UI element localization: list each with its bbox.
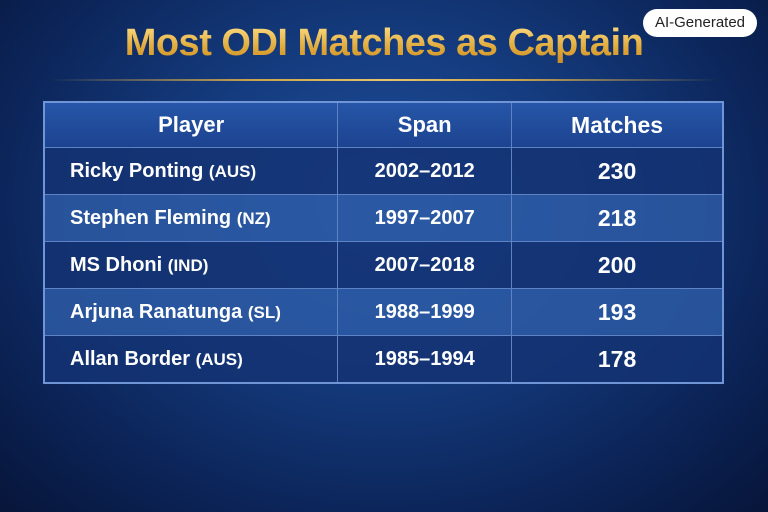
row: Ricky Ponting (AUS) 2002–2012 230 [43,147,724,195]
player-name: Allan Border [70,347,191,370]
player-team: (SL) [247,302,281,322]
player-cell: MS Dhoni (IND) [43,241,339,289]
span-cell: 1997–2007 [337,194,513,242]
player-name: MS Dhoni [70,253,163,276]
player-team: (AUS) [208,161,257,181]
title: Most ODI Matches as Captain [0,22,768,65]
row: Arjuna Ranatunga (SL) 1988–1999 193 [43,288,724,336]
span-cell: 2007–2018 [337,241,513,289]
player-cell: Arjuna Ranatunga (SL) [43,288,339,336]
player-name: Ricky Ponting [70,159,204,182]
header-cell: Player [43,101,339,148]
player-team: (NZ) [236,208,271,228]
row: MS Dhoni (IND) 2007–2018 200 [43,241,724,289]
player-cell: Stephen Fleming (NZ) [43,194,339,242]
table-head: Player Span Matches [43,101,724,148]
table: Player Span Matches Ricky Ponting (AUS) 2… [43,101,724,384]
matches-cell: 230 [511,147,724,195]
ai-badge: AI-Generated [643,9,757,37]
header-cell: Matches [511,101,724,148]
player-name: Stephen Fleming [70,206,232,229]
player-team: (IND) [167,255,209,275]
matches-cell: 193 [511,288,724,336]
matches-cell: 218 [511,194,724,242]
player-cell: Ricky Ponting (AUS) [43,147,339,195]
title-rule [50,79,718,81]
matches-cell: 200 [511,241,724,289]
row: Allan Border (AUS) 1985–1994 178 [43,335,724,384]
player-team: (AUS) [195,349,243,369]
span-cell: 2002–2012 [337,147,513,195]
player-cell: Allan Border (AUS) [43,335,339,384]
table-body: Ricky Ponting (AUS) 2002–2012 230 Stephen F… [43,147,724,384]
span-cell: 1988–1999 [337,288,513,336]
header-cell: Span [337,101,513,148]
player-name: Arjuna Ranatunga [70,300,243,323]
matches-cell: 178 [511,335,724,384]
span-cell: 1985–1994 [337,335,513,384]
header-row: Player Span Matches [43,101,724,148]
row: Stephen Fleming (NZ) 1997–2007 218 [43,194,724,242]
